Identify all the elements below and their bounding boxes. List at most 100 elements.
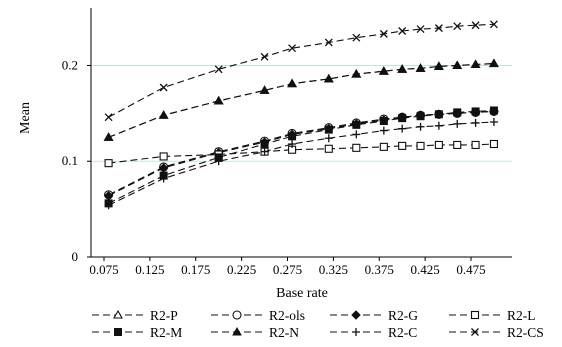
- x-tick-label: 0.475: [456, 262, 485, 277]
- data-point-r2-l: [471, 140, 480, 149]
- data-point-r2-cs: [352, 33, 361, 42]
- legend-marker-r2-cs: [471, 328, 479, 336]
- data-point-r2-n: [287, 78, 297, 88]
- data-point-r2-l: [104, 159, 113, 168]
- legend-marker-r2-l: [470, 310, 480, 320]
- data-point-r2-cs: [453, 22, 462, 31]
- legend-label: R2-L: [507, 308, 536, 323]
- data-point-r2-cs: [398, 27, 407, 35]
- x-tick-label: 0.125: [135, 262, 164, 277]
- legend-label: R2-G: [388, 308, 418, 323]
- data-point-r2-c: [434, 121, 443, 130]
- data-point-r2-m: [288, 132, 297, 141]
- data-point-r2-cs: [214, 65, 223, 74]
- legend-item-r2-g: R2-G: [330, 308, 418, 323]
- grid-lines: [91, 65, 512, 162]
- legend-label: R2-CS: [507, 325, 544, 340]
- data-point-r2-l: [398, 141, 407, 150]
- x-tick-label: 0.225: [227, 262, 256, 277]
- data-point-r2-l: [159, 152, 168, 161]
- data-point-r2-cs: [434, 24, 443, 33]
- x-tick-label: 0.275: [273, 262, 302, 277]
- legend-label: R2-P: [150, 308, 178, 323]
- data-point-r2-c: [260, 147, 269, 156]
- data-point-r2-cs: [416, 25, 425, 34]
- data-point-r2-n: [415, 63, 426, 72]
- data-point-r2-n: [397, 64, 408, 73]
- data-point-r2-n: [452, 60, 463, 69]
- legend-item-r2-l: R2-L: [449, 308, 536, 323]
- x-ticks: 0.075 0.125 0.175 0.225 0.275 0.325 0.375 0.425…: [89, 257, 486, 277]
- series-r2-l: [104, 139, 498, 168]
- data-point-r2-n: [213, 95, 224, 105]
- legend-marker-r2-g: [351, 310, 361, 320]
- data-point-r2-cs: [379, 29, 388, 38]
- y-tick-label: 0.1: [62, 153, 78, 168]
- legend-item-r2-ols: R2-ols: [211, 308, 305, 323]
- data-point-r2-l: [352, 143, 361, 152]
- data-point-r2-m: [324, 125, 333, 134]
- data-point-r2-m: [471, 107, 480, 116]
- x-tick-label: 0.075: [89, 262, 118, 277]
- y-tick-label: 0.2: [62, 57, 78, 72]
- y-axis-title: Mean: [18, 102, 33, 134]
- legend-marker-r2-ols: [232, 310, 242, 320]
- data-point-r2-c: [416, 122, 425, 131]
- data-point-r2-l: [324, 144, 333, 153]
- data-point-r2-c: [489, 117, 498, 126]
- legend-item-r2-p: R2-P: [92, 308, 178, 323]
- legend-label: R2-N: [269, 325, 299, 340]
- axes: [90, 8, 512, 258]
- y-ticks: 0 0.1 0.2: [62, 57, 91, 264]
- data-point-r2-m: [352, 120, 361, 129]
- data-point-r2-l: [453, 140, 462, 149]
- data-point-r2-c: [379, 126, 388, 135]
- legend-label: R2-M: [150, 325, 182, 340]
- legend-label: R2-C: [388, 325, 417, 340]
- data-point-r2-cs: [104, 113, 113, 122]
- data-point-r2-n: [103, 132, 114, 141]
- data-point-r2-n: [323, 73, 334, 83]
- legend-item-r2-cs: R2-CS: [449, 325, 544, 340]
- series-r2-cs: [104, 20, 498, 122]
- data-point-r2-c: [471, 118, 480, 127]
- data-point-r2-c: [352, 130, 361, 139]
- data-point-r2-cs: [260, 52, 269, 61]
- data-point-r2-c: [104, 201, 113, 210]
- data-point-r2-n: [470, 59, 481, 69]
- data-point-r2-cs: [471, 21, 480, 30]
- data-point-r2-m: [416, 112, 425, 121]
- data-point-r2-l: [379, 142, 388, 151]
- legend-marker-r2-c: [352, 328, 360, 336]
- data-point-r2-c: [398, 124, 407, 133]
- x-axis-title: Base rate: [276, 286, 328, 301]
- legend-marker-r2-m: [114, 328, 122, 336]
- legend-marker-r2-p: [113, 309, 123, 319]
- data-point-r2-cs: [324, 38, 333, 47]
- series-group: [103, 20, 499, 210]
- legend-item-r2-m: R2-M: [92, 325, 182, 340]
- legend: R2-P R2-ols R2-G R2-L R2-M R2-N R2-C R2-CS: [92, 308, 544, 340]
- data-point-r2-l: [434, 140, 443, 149]
- data-point-r2-m: [379, 117, 388, 126]
- data-point-r2-m: [489, 106, 498, 115]
- data-point-r2-m: [260, 139, 269, 148]
- legend-label: R2-ols: [269, 308, 305, 323]
- data-point-r2-c: [159, 174, 168, 183]
- data-point-r2-n: [489, 58, 499, 68]
- data-point-r2-n: [434, 61, 444, 70]
- y-tick-label: 0: [72, 249, 79, 264]
- data-point-r2-cs: [159, 83, 168, 92]
- x-tick-label: 0.425: [411, 262, 440, 277]
- x-tick-label: 0.325: [319, 262, 348, 277]
- series-line-r2-n: [108, 62, 494, 138]
- series-line-r2-cs: [108, 23, 494, 118]
- data-point-r2-c: [288, 139, 297, 148]
- data-point-r2-cs: [288, 44, 297, 53]
- x-tick-label: 0.375: [365, 262, 394, 277]
- data-point-r2-m: [398, 114, 407, 123]
- data-point-r2-m: [453, 108, 462, 117]
- series-r2-c: [104, 117, 498, 210]
- data-point-r2-l: [489, 139, 498, 149]
